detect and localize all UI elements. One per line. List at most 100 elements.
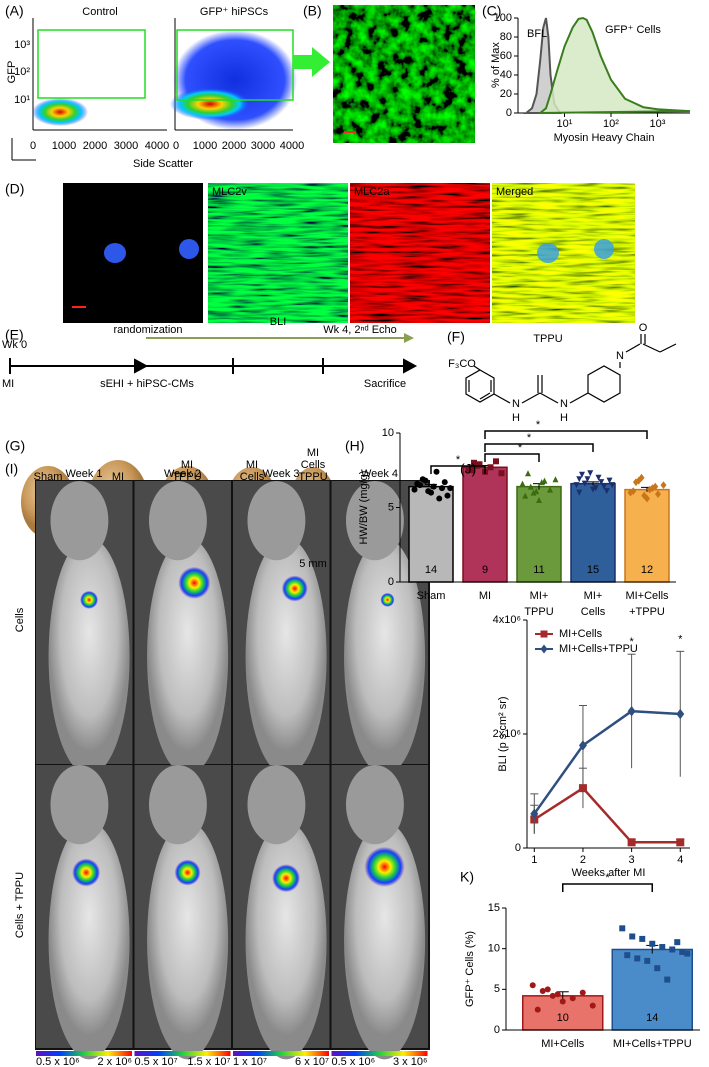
atom-label: F₃CO	[448, 358, 476, 370]
x-tick-label: 4	[677, 854, 683, 866]
panel-label: (C)	[482, 3, 501, 19]
signal-spot	[380, 592, 395, 607]
point	[635, 476, 642, 485]
y-tick-label: 40	[500, 69, 512, 81]
y-tick-label: 80	[500, 31, 512, 43]
group-label: Sham	[34, 471, 63, 483]
point	[439, 485, 445, 492]
point	[414, 480, 421, 487]
significance-bracket	[562, 883, 653, 892]
point	[627, 706, 636, 717]
point	[573, 482, 580, 489]
tick-label: 2000	[222, 140, 246, 152]
point	[578, 740, 587, 751]
atom-label: N	[512, 398, 520, 410]
point	[592, 485, 599, 492]
timeline-label: Wk 4, 2ⁿᵈ Echo	[323, 324, 397, 336]
y-tick-label: 20	[500, 88, 512, 100]
data-line	[533, 709, 681, 815]
colorbar-label: 0.5 x 10⁶	[36, 1056, 80, 1067]
point	[559, 998, 566, 1005]
point	[540, 630, 548, 638]
panel-label: (J)	[460, 461, 476, 477]
bli-images	[35, 480, 430, 1060]
bar	[624, 488, 670, 583]
signal-spot	[72, 858, 101, 887]
panel-label: (I)	[5, 461, 18, 477]
x-tick-label: MI+Cells	[625, 590, 669, 602]
tick-label: 4000	[280, 140, 304, 152]
micrograph	[333, 5, 475, 143]
timeline-label: sEHI + hiPSC-CMs	[100, 378, 194, 390]
panel-label: (B)	[303, 3, 322, 19]
atom-label: N	[616, 350, 624, 362]
tick-label: 4000	[145, 140, 169, 152]
mouse-head	[345, 481, 404, 561]
point	[441, 479, 448, 486]
signal-spot	[281, 575, 308, 602]
significance-label: *	[605, 872, 610, 884]
point	[539, 987, 546, 994]
point	[547, 486, 553, 493]
y-tick-label: 2x10⁶	[493, 728, 521, 740]
colorbar-label: 1.5 x 10⁷	[187, 1056, 230, 1067]
atom-label: N	[560, 398, 568, 410]
tick-label: 0	[30, 140, 36, 152]
axis-label: BLI (p s cm² sr)	[497, 696, 509, 771]
significance-label: *	[518, 442, 523, 454]
point	[411, 486, 418, 493]
point	[676, 708, 685, 720]
axis-label: % of Max	[490, 42, 502, 88]
point	[522, 492, 529, 499]
axis-label: GFP⁺ Cells (%)	[464, 931, 476, 1007]
group-label: MI	[112, 471, 124, 483]
signal-spot	[364, 846, 405, 887]
x-tick-label: 1	[531, 854, 537, 866]
point	[447, 485, 454, 492]
point	[581, 480, 588, 487]
atom-label: H	[512, 412, 520, 424]
colorbar	[331, 1051, 428, 1056]
tick-label: 10¹	[14, 94, 30, 106]
significance-label: *	[527, 432, 532, 444]
legend-label: BFL	[527, 28, 547, 40]
x-tick-label: +TPPU	[629, 606, 665, 618]
point	[444, 492, 451, 499]
point	[552, 476, 559, 483]
point	[598, 479, 605, 486]
point	[584, 476, 591, 483]
y-tick-label: 0	[515, 842, 521, 854]
point	[578, 784, 587, 793]
point	[684, 950, 691, 957]
point	[530, 808, 539, 819]
significance-label: *	[536, 419, 541, 431]
count-label: 10	[557, 1012, 569, 1024]
tick-label: 10³	[14, 39, 30, 51]
point	[519, 480, 526, 487]
timeline-label: MI	[2, 378, 14, 390]
timeline-label: Wk 1, 1ˢᵗ Echo	[114, 308, 186, 320]
tick-label: 10²	[14, 66, 30, 78]
x-tick-label: MI+Cells	[541, 1038, 585, 1050]
group-label: MI	[307, 447, 319, 459]
point	[538, 479, 545, 486]
mouse-head	[345, 765, 404, 845]
point	[527, 483, 534, 490]
row-label: Cells + TPPU	[14, 872, 26, 938]
colorbar-label: 3 x 10⁶	[393, 1056, 428, 1067]
y-tick-label: 0	[388, 576, 394, 588]
count-label: 14	[646, 1012, 658, 1024]
channel-label: MLC2v	[212, 186, 247, 198]
y-tick-label: 15	[488, 902, 500, 914]
column-label: Week 4	[361, 468, 398, 480]
significance-bracket	[430, 465, 486, 474]
compound-name: TPPU	[533, 333, 562, 345]
histogram-curve	[537, 16, 691, 115]
colorbar-label: 2 x 10⁶	[98, 1056, 133, 1067]
point	[606, 477, 613, 484]
axis-label: Side Scatter	[133, 158, 193, 170]
point	[603, 488, 610, 495]
group-label: Cells	[301, 459, 326, 471]
colorbar	[134, 1051, 231, 1056]
point	[595, 474, 602, 481]
